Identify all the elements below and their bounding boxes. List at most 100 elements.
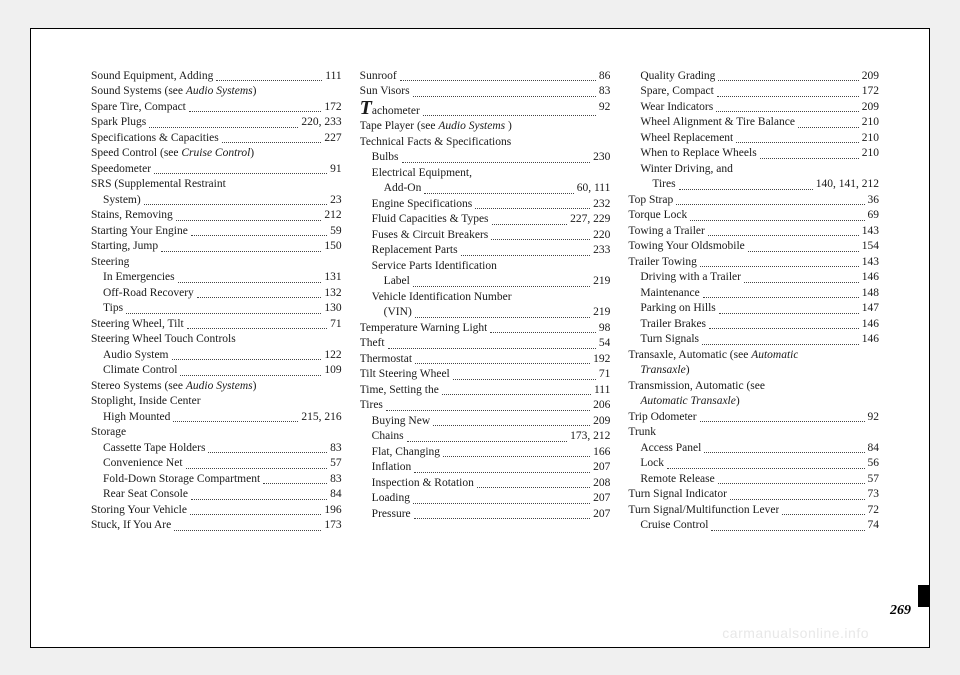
index-entry: When to Replace Wheels210 <box>628 146 879 162</box>
leader-dots <box>703 286 859 299</box>
entry-page: 122 <box>324 348 341 364</box>
index-entry: SRS (Supplemental Restraint <box>91 177 342 193</box>
entry-page: 212 <box>324 208 341 224</box>
leader-dots <box>191 487 327 500</box>
index-entry: Storing Your Vehicle196 <box>91 503 342 519</box>
index-entry: Transmission, Automatic (see <box>628 379 879 395</box>
leader-dots <box>263 472 327 485</box>
entry-page: 84 <box>868 441 880 457</box>
entry-page: 207 <box>593 507 610 523</box>
leader-dots <box>704 441 864 454</box>
leader-dots <box>173 410 298 423</box>
entry-page: 92 <box>599 100 611 120</box>
entry-label: Tape Player (see Audio Systems ) <box>360 119 512 135</box>
entry-page: 146 <box>862 332 879 348</box>
index-entry: Label219 <box>360 274 611 290</box>
leader-dots <box>172 348 322 361</box>
leader-dots <box>748 239 859 252</box>
leader-dots <box>149 115 298 128</box>
leader-dots <box>154 162 327 175</box>
entry-page: 146 <box>862 317 879 333</box>
entry-page: 196 <box>324 503 341 519</box>
index-entry: Winter Driving, and <box>628 162 879 178</box>
index-entry: Wheel Replacement210 <box>628 131 879 147</box>
watermark: carmanualsonline.info <box>722 625 869 641</box>
index-entry: Buying New209 <box>360 414 611 430</box>
leader-dots <box>178 270 322 283</box>
leader-dots <box>197 286 322 299</box>
index-entry: Tape Player (see Audio Systems ) <box>360 119 611 135</box>
entry-label: Automatic Transaxle) <box>640 394 739 410</box>
entry-label: When to Replace Wheels <box>640 146 756 162</box>
page-number: 269 <box>890 603 911 619</box>
entry-label: Technical Facts & Specifications <box>360 135 512 151</box>
entry-label: Cassette Tape Holders <box>103 441 205 457</box>
index-entry: Towing a Trailer143 <box>628 224 879 240</box>
index-entry: Cruise Control74 <box>628 518 879 534</box>
leader-dots <box>492 212 568 225</box>
entry-page: 220 <box>593 228 610 244</box>
leader-dots <box>716 100 859 113</box>
entry-page: 209 <box>862 69 879 85</box>
entry-page: 92 <box>868 410 880 426</box>
entry-page: 192 <box>593 352 610 368</box>
index-entry: Starting Your Engine59 <box>91 224 342 240</box>
leader-dots <box>718 472 865 485</box>
entry-page: 36 <box>868 193 880 209</box>
leader-dots <box>187 317 327 330</box>
leader-dots <box>667 456 865 469</box>
index-entry: Transaxle) <box>628 363 879 379</box>
index-entry: Replacement Parts233 <box>360 243 611 259</box>
leader-dots <box>717 84 859 97</box>
leader-dots <box>711 518 864 531</box>
index-entry: Trunk <box>628 425 879 441</box>
index-entry: Driving with a Trailer146 <box>628 270 879 286</box>
leader-dots <box>475 197 590 210</box>
entry-label: Spare Tire, Compact <box>91 100 186 116</box>
entry-page: 227 <box>324 131 341 147</box>
leader-dots <box>443 445 590 458</box>
leader-dots <box>477 476 590 489</box>
leader-dots <box>453 367 596 380</box>
index-entry: Tachometer92 <box>360 100 611 120</box>
entry-label: Cruise Control <box>640 518 708 534</box>
index-entry: Add-On60, 111 <box>360 181 611 197</box>
index-entry: Fluid Capacities & Types227, 229 <box>360 212 611 228</box>
leader-dots <box>719 301 859 314</box>
entry-page: 143 <box>862 255 879 271</box>
entry-page: 172 <box>862 84 879 100</box>
entry-page: 91 <box>330 162 342 178</box>
entry-page: 219 <box>593 274 610 290</box>
index-entry: Climate Control109 <box>91 363 342 379</box>
leader-dots <box>413 84 596 97</box>
leader-dots <box>782 503 864 516</box>
index-entry: Rear Seat Console84 <box>91 487 342 503</box>
column-2: Sunroof86Sun Visors83Tachometer92Tape Pl… <box>360 69 611 617</box>
index-entry: Trailer Towing143 <box>628 255 879 271</box>
entry-label: (VIN) <box>384 305 412 321</box>
entry-label: Sound Equipment, Adding <box>91 69 213 85</box>
entry-label: Turn Signal Indicator <box>628 487 727 503</box>
leader-dots <box>679 177 813 190</box>
entry-label: Tires <box>652 177 675 193</box>
leader-dots <box>744 270 859 283</box>
entry-label: Pressure <box>372 507 411 523</box>
index-entry: Parking on Hills147 <box>628 301 879 317</box>
leader-dots <box>676 193 864 206</box>
leader-dots <box>190 503 321 516</box>
entry-label: Torque Lock <box>628 208 687 224</box>
index-entry: Maintenance148 <box>628 286 879 302</box>
index-entry: Flat, Changing166 <box>360 445 611 461</box>
index-entry: Wear Indicators209 <box>628 100 879 116</box>
entry-label: Fuses & Circuit Breakers <box>372 228 489 244</box>
index-entry: Trailer Brakes146 <box>628 317 879 333</box>
entry-label: Trip Odometer <box>628 410 696 426</box>
entry-label: Fold-Down Storage Compartment <box>103 472 260 488</box>
entry-label: Replacement Parts <box>372 243 458 259</box>
entry-label: Transaxle) <box>640 363 689 379</box>
index-entry: Tires206 <box>360 398 611 414</box>
index-entry: Theft54 <box>360 336 611 352</box>
entry-label: Engine Specifications <box>372 197 473 213</box>
entry-label: Steering Wheel, Tilt <box>91 317 184 333</box>
index-entry: Sun Visors83 <box>360 84 611 100</box>
